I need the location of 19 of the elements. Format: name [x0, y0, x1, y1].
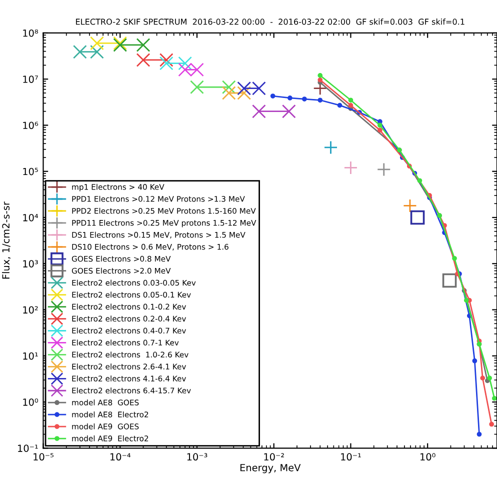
y-tick-label: 10⁻¹	[18, 444, 38, 452]
x-tick-label: 10⁻⁵	[34, 453, 54, 461]
y-tick-label: 10⁶	[23, 122, 38, 130]
x-tick-label: 10⁰	[420, 453, 436, 461]
y-axis-title: Flux, 1/cm2-s-sr	[2, 202, 11, 279]
y-tick-label: 10⁵	[23, 168, 38, 176]
x-tick-label: 10⁻²	[264, 453, 284, 461]
y-tick-label: 10²	[23, 306, 38, 314]
chart-title: ELECTRO-2 SKIF SPECTRUM 2016-03-22 00:00 - 2016-03-22 02:00 GF skif=0.003 GF skif=0.1	[76, 18, 464, 25]
y-tick-label: 10⁸	[23, 29, 38, 37]
x-axis-title: Energy, MeV	[240, 464, 301, 474]
y-tick-label: 10³	[23, 260, 38, 268]
x-tick-label: 10⁻³	[187, 453, 208, 461]
x-tick-label: 10⁻⁴	[110, 453, 130, 461]
x-tick-label: 10⁻¹	[341, 453, 361, 461]
y-tick-label: 10⁷	[23, 76, 38, 83]
y-tick-label: 10⁰	[23, 398, 38, 406]
y-tick-label: 10¹	[23, 352, 38, 360]
y-tick-label: 10⁴	[23, 214, 38, 222]
